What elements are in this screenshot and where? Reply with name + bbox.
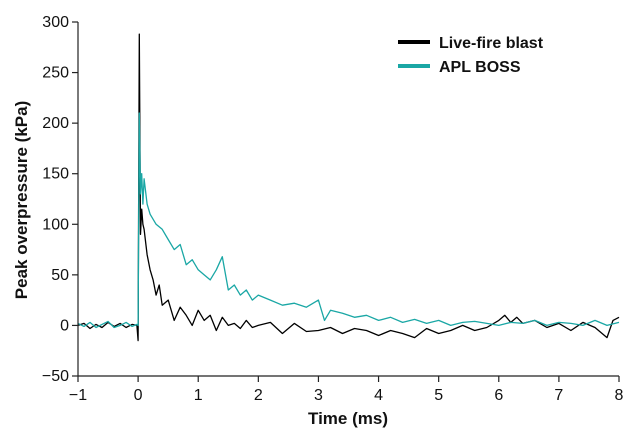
y-tick-label: 100	[42, 216, 69, 233]
y-tick-label: 200	[42, 115, 69, 132]
x-tick-label: 7	[554, 387, 563, 404]
x-tick-label: 6	[494, 387, 503, 404]
x-tick-label: 5	[434, 387, 443, 404]
legend: Live-fire blast APL BOSS	[398, 35, 544, 76]
x-tick-label: −1	[69, 387, 87, 404]
axes	[77, 22, 619, 377]
x-tick-label: 4	[374, 387, 383, 404]
plot-area	[77, 33, 620, 342]
y-tick-label: 250	[42, 65, 69, 82]
legend-label: Live-fire blast	[439, 35, 544, 52]
y-tick-label: 0	[60, 317, 69, 334]
x-tick-label: 1	[194, 387, 203, 404]
y-tick-label: 150	[42, 166, 69, 183]
legend-label: APL BOSS	[439, 59, 521, 76]
y-axis-title: Peak overpressure (kPa)	[12, 101, 31, 299]
x-axis-ticks: −1 0 1 2 3 4 5 6 7 8	[69, 376, 624, 404]
x-tick-label: 0	[134, 387, 143, 404]
x-tick-label: 8	[615, 387, 624, 404]
y-tick-label: −50	[42, 368, 69, 385]
x-tick-label: 3	[314, 387, 323, 404]
series-line-live-fire-blast	[77, 33, 620, 342]
x-tick-label: 2	[254, 387, 263, 404]
y-tick-label: 300	[42, 14, 69, 31]
x-axis-title: Time (ms)	[308, 409, 388, 428]
y-axis-ticks: −50 0 50 100 150 200 250 300	[42, 14, 78, 385]
y-tick-label: 50	[51, 267, 69, 284]
series-line-apl-boss	[77, 112, 620, 329]
